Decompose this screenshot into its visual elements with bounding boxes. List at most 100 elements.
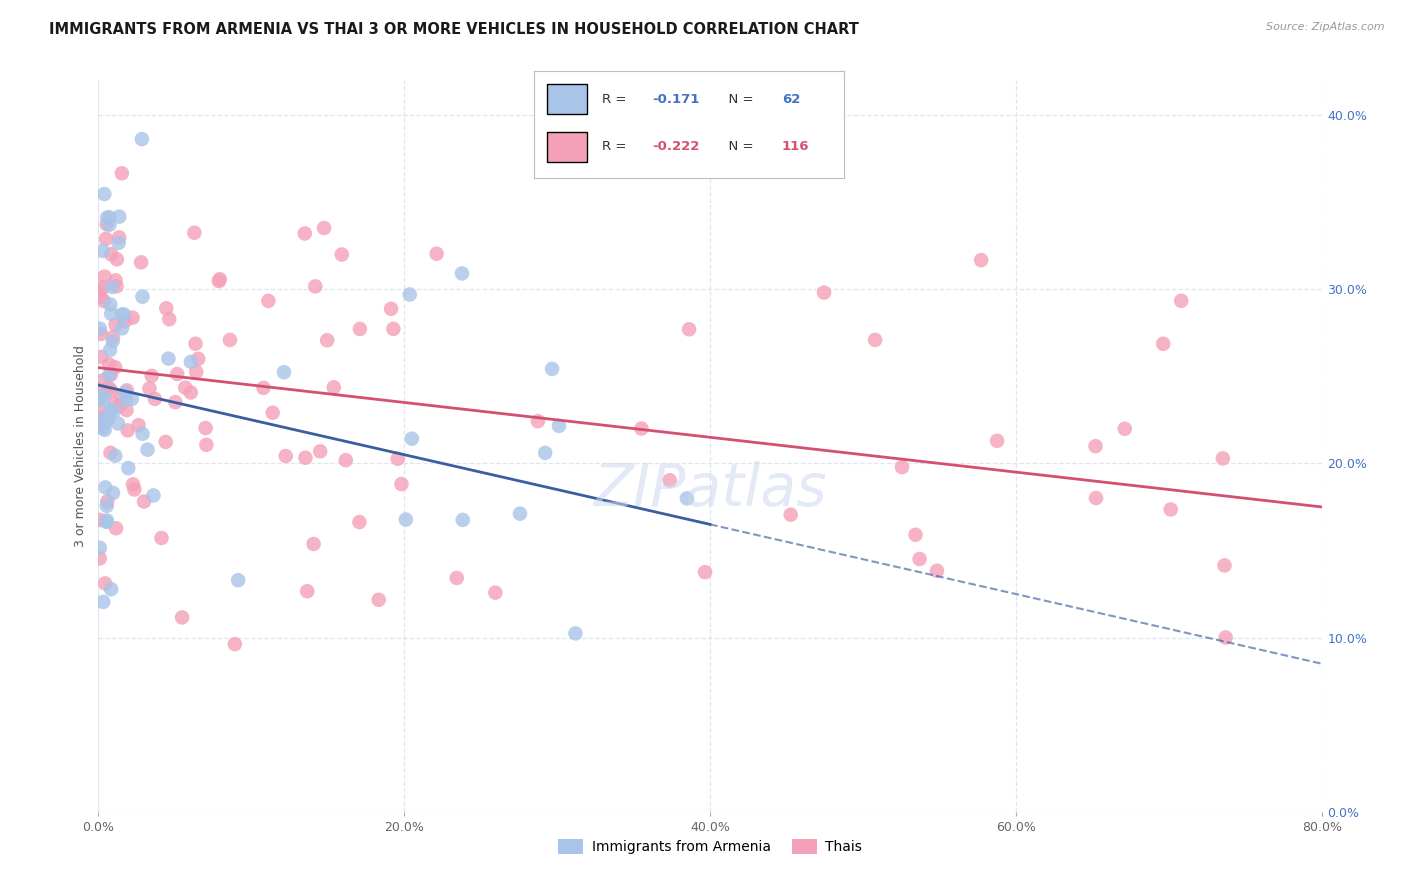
Point — [294, 227, 316, 241]
Point — [129, 255, 152, 269]
Point — [89, 393, 111, 408]
Point — [183, 226, 205, 240]
Point — [94, 480, 117, 494]
Point — [131, 132, 153, 146]
Point — [527, 414, 550, 428]
Point — [101, 280, 124, 294]
Point — [142, 488, 165, 502]
Point — [349, 322, 371, 336]
Point — [484, 585, 506, 599]
Point — [96, 515, 118, 529]
Point — [100, 402, 122, 417]
Point — [91, 595, 114, 609]
Point — [322, 380, 344, 394]
Point — [98, 343, 121, 357]
Point — [541, 362, 564, 376]
Point — [676, 491, 699, 506]
Point — [986, 434, 1008, 448]
Point — [117, 424, 139, 438]
Point — [779, 508, 801, 522]
Point — [382, 322, 405, 336]
Point — [98, 368, 121, 383]
Point — [104, 318, 127, 332]
Point — [97, 381, 120, 395]
Point — [195, 438, 218, 452]
Point — [115, 403, 138, 417]
Text: 62: 62 — [782, 93, 800, 105]
Point — [100, 247, 122, 261]
Point — [1215, 631, 1237, 645]
Point — [131, 426, 153, 441]
Point — [91, 373, 114, 387]
Point — [89, 321, 111, 335]
Point — [136, 442, 159, 457]
Point — [90, 350, 112, 364]
Point — [1160, 502, 1182, 516]
FancyBboxPatch shape — [547, 132, 586, 162]
Point — [970, 253, 993, 268]
Point — [180, 355, 202, 369]
Point — [107, 235, 129, 250]
Point — [157, 312, 180, 326]
Point — [132, 494, 155, 508]
Point — [128, 418, 150, 433]
Point — [391, 477, 413, 491]
Point — [105, 252, 128, 267]
Point — [91, 421, 114, 435]
Text: -0.171: -0.171 — [652, 93, 699, 105]
Point — [89, 401, 111, 416]
Point — [93, 391, 115, 405]
Point — [111, 321, 134, 335]
Point — [451, 513, 474, 527]
Point — [101, 334, 124, 349]
Point — [155, 434, 177, 449]
Point — [98, 297, 121, 311]
Point — [91, 244, 114, 258]
Point — [115, 384, 138, 398]
Point — [104, 360, 127, 375]
Point — [103, 404, 125, 418]
Point — [103, 396, 125, 410]
Point — [89, 551, 111, 566]
Point — [100, 446, 122, 460]
Point — [813, 285, 835, 300]
Point — [94, 576, 117, 591]
Point — [93, 294, 115, 309]
Point — [1213, 558, 1236, 573]
Point — [93, 187, 115, 202]
Point — [693, 565, 716, 579]
Text: R =: R = — [602, 93, 631, 105]
Point — [108, 230, 131, 244]
Point — [115, 392, 138, 407]
Point — [89, 541, 111, 555]
Text: ZIPatlas: ZIPatlas — [593, 461, 827, 518]
Point — [96, 414, 118, 428]
Point — [108, 210, 131, 224]
Point — [93, 269, 115, 284]
Point — [401, 432, 423, 446]
Point — [548, 418, 571, 433]
Point — [98, 405, 121, 419]
Point — [184, 336, 207, 351]
Point — [100, 383, 122, 397]
Point — [96, 499, 118, 513]
FancyBboxPatch shape — [547, 84, 586, 114]
Point — [100, 307, 122, 321]
Point — [98, 218, 121, 232]
Point — [534, 446, 557, 460]
Point — [1114, 422, 1136, 436]
Point — [226, 573, 249, 587]
Text: N =: N = — [720, 140, 758, 153]
Point — [89, 513, 111, 527]
Point — [96, 217, 118, 231]
Point — [96, 494, 118, 508]
Text: N =: N = — [720, 93, 758, 105]
Point — [141, 368, 163, 383]
Point — [194, 421, 217, 435]
Point — [274, 449, 297, 463]
Point — [208, 272, 231, 286]
Text: IMMIGRANTS FROM ARMENIA VS THAI 3 OR MORE VEHICLES IN HOUSEHOLD CORRELATION CHAR: IMMIGRANTS FROM ARMENIA VS THAI 3 OR MOR… — [49, 22, 859, 37]
Point — [1085, 491, 1108, 505]
Point — [1084, 439, 1107, 453]
Point — [180, 385, 202, 400]
